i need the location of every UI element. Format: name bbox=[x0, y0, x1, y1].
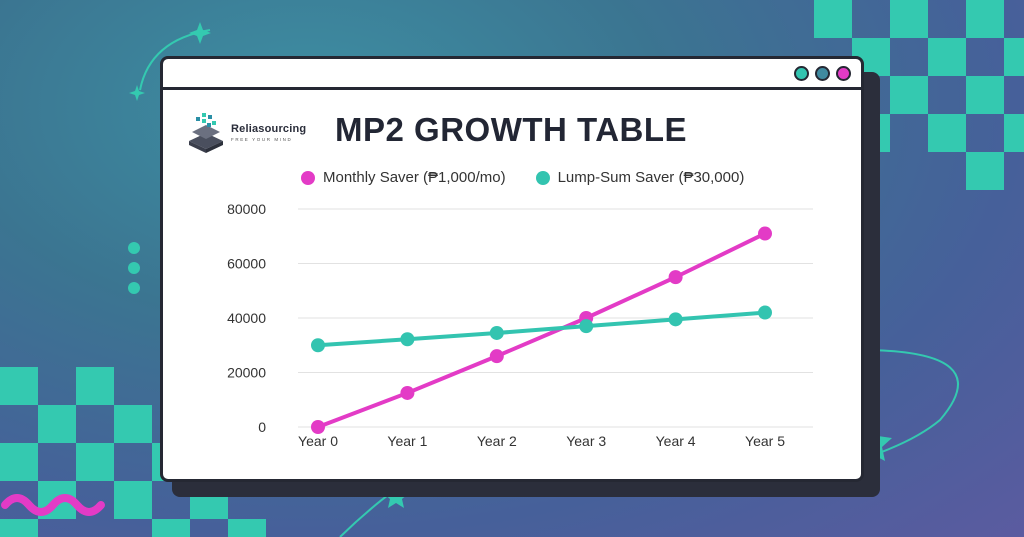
data-point-lumpsum bbox=[758, 305, 772, 320]
sparkle-icon bbox=[129, 85, 145, 101]
squiggle-decoration bbox=[1, 494, 105, 516]
window-dot-blue[interactable] bbox=[815, 66, 830, 81]
data-point-monthly bbox=[668, 270, 683, 285]
legend-item-lumpsum: Lump-Sum Saver (₱30,000) bbox=[535, 169, 745, 186]
sparkle-icon bbox=[189, 22, 211, 44]
data-point-monthly bbox=[758, 226, 772, 241]
y-tick-label: 0 bbox=[258, 419, 266, 435]
legend-marker-monthly bbox=[301, 170, 315, 185]
chart-window: Reliasourcing FREE YOUR MIND MP2 GROWTH … bbox=[160, 56, 864, 482]
window-dot-magenta[interactable] bbox=[836, 66, 851, 81]
legend-label-monthly: Monthly Saver (₱1,000/mo) bbox=[323, 169, 506, 186]
legend-item-monthly: Monthly Saver (₱1,000/mo) bbox=[301, 169, 506, 186]
data-point-monthly bbox=[400, 385, 415, 400]
y-tick-label: 20000 bbox=[227, 365, 266, 381]
checker-pattern-bottom-left bbox=[0, 367, 266, 537]
window-controls bbox=[794, 66, 851, 81]
x-tick-label: Year 5 bbox=[745, 433, 785, 449]
data-point-lumpsum bbox=[668, 312, 683, 327]
window-dot-teal[interactable] bbox=[794, 66, 809, 81]
x-tick-label: Year 1 bbox=[387, 433, 427, 449]
legend-marker-lumpsum bbox=[535, 170, 550, 185]
dot-decoration bbox=[128, 242, 140, 254]
data-point-lumpsum bbox=[311, 338, 325, 353]
x-tick-label: Year 0 bbox=[298, 433, 338, 449]
logo-tagline: FREE YOUR MIND bbox=[231, 136, 293, 142]
series-line-monthly bbox=[317, 231, 766, 429]
dot-decoration bbox=[128, 282, 140, 294]
dot-decoration bbox=[128, 262, 140, 274]
y-tick-label: 60000 bbox=[227, 256, 266, 272]
series-line-lumpsum bbox=[317, 310, 766, 348]
x-tick-label: Year 4 bbox=[656, 433, 696, 449]
logo: Reliasourcing FREE YOUR MIND bbox=[187, 111, 306, 153]
data-point-lumpsum bbox=[400, 332, 415, 347]
window-titlebar bbox=[163, 59, 861, 90]
logo-cube-icon bbox=[189, 113, 223, 153]
y-tick-label: 80000 bbox=[227, 201, 266, 217]
data-point-lumpsum bbox=[489, 325, 504, 340]
chart-title: MP2 GROWTH TABLE bbox=[335, 111, 688, 148]
data-point-monthly bbox=[311, 420, 325, 434]
logo-brand: Reliasourcing bbox=[231, 122, 307, 135]
x-tick-label: Year 3 bbox=[566, 433, 606, 449]
data-point-lumpsum bbox=[579, 319, 594, 334]
data-point-monthly bbox=[489, 349, 504, 364]
x-tick-label: Year 2 bbox=[477, 433, 517, 449]
chart-legend: Monthly Saver (₱1,000/mo) Lump-Sum Saver… bbox=[301, 169, 744, 186]
legend-label-lumpsum: Lump-Sum Saver (₱30,000) bbox=[557, 169, 745, 186]
y-tick-label: 40000 bbox=[227, 310, 266, 326]
line-chart: 0 20000 40000 60000 80000 Year 0 Year 1 Year 2 Y… bbox=[227, 201, 813, 449]
